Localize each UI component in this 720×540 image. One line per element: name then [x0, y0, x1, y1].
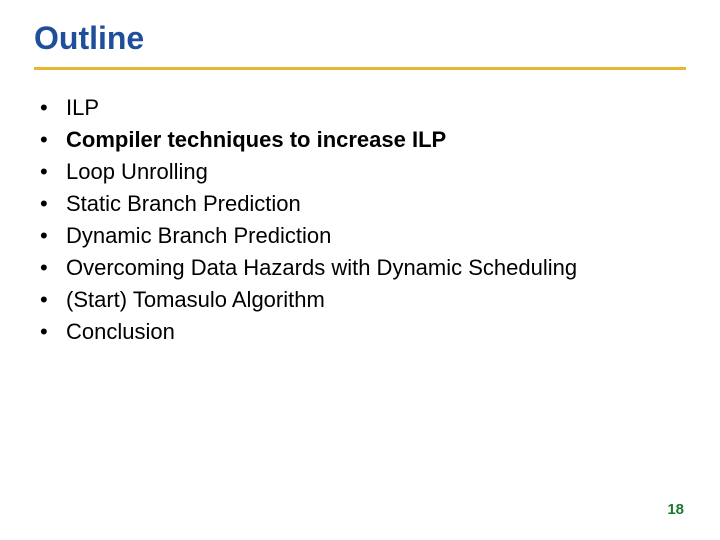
bullet-marker: •: [40, 158, 66, 186]
list-item: •(Start) Tomasulo Algorithm: [40, 286, 686, 314]
list-item: •Compiler techniques to increase ILP: [40, 126, 686, 154]
bullet-text: Static Branch Prediction: [66, 190, 301, 218]
list-item: •Loop Unrolling: [40, 158, 686, 186]
bullet-list: •ILP•Compiler techniques to increase ILP…: [34, 94, 686, 346]
bullet-marker: •: [40, 318, 66, 346]
bullet-marker: •: [40, 254, 66, 282]
bullet-text: Dynamic Branch Prediction: [66, 222, 331, 250]
page-number: 18: [667, 501, 684, 518]
list-item: •Conclusion: [40, 318, 686, 346]
slide-container: Outline •ILP•Compiler techniques to incr…: [0, 0, 720, 540]
list-item: •Dynamic Branch Prediction: [40, 222, 686, 250]
bullet-marker: •: [40, 190, 66, 218]
bullet-text: ILP: [66, 94, 99, 122]
bullet-marker: •: [40, 222, 66, 250]
slide-title: Outline: [34, 20, 686, 57]
bullet-marker: •: [40, 286, 66, 314]
bullet-text: Compiler techniques to increase ILP: [66, 126, 446, 154]
bullet-text: Overcoming Data Hazards with Dynamic Sch…: [66, 254, 577, 282]
bullet-text: (Start) Tomasulo Algorithm: [66, 286, 325, 314]
list-item: •Overcoming Data Hazards with Dynamic Sc…: [40, 254, 686, 282]
title-underline: [34, 67, 686, 70]
list-item: •ILP: [40, 94, 686, 122]
list-item: •Static Branch Prediction: [40, 190, 686, 218]
bullet-text: Loop Unrolling: [66, 158, 208, 186]
bullet-marker: •: [40, 126, 66, 154]
bullet-marker: •: [40, 94, 66, 122]
bullet-text: Conclusion: [66, 318, 175, 346]
